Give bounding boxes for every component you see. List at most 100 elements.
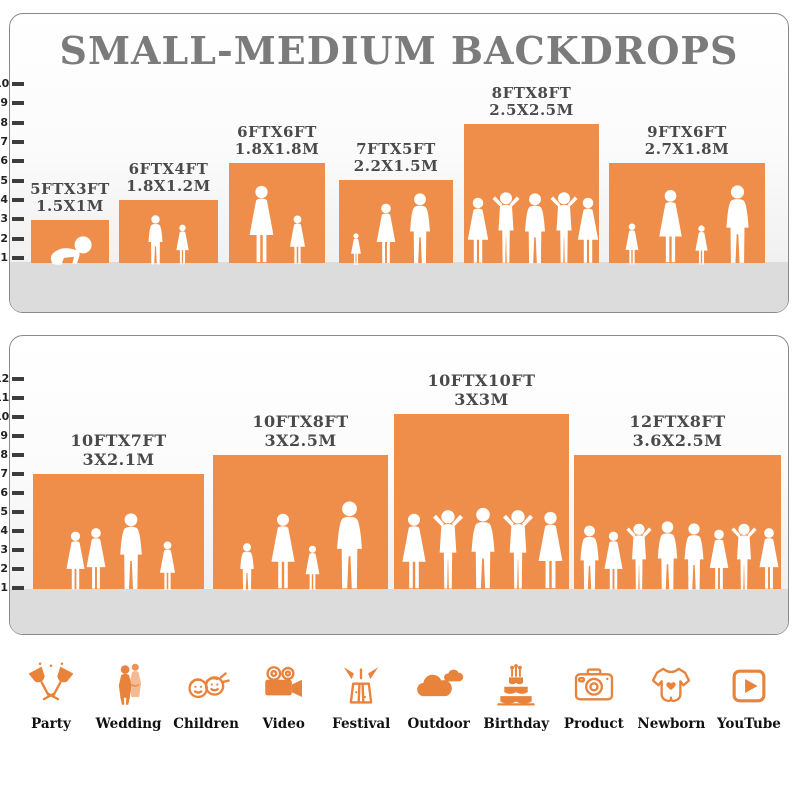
tick-label: 6	[0, 154, 8, 167]
size-label-m: 3.6X2.5M	[632, 431, 723, 451]
people-silhouettes	[467, 192, 599, 264]
tick-mark	[12, 548, 24, 552]
wedding-icon	[118, 663, 141, 705]
size-label-m: 2.2X1.5M	[353, 157, 439, 176]
category-product: Product	[557, 660, 631, 732]
festival-icon	[344, 667, 379, 704]
people-silhouettes	[240, 501, 362, 591]
people-silhouettes	[625, 185, 749, 265]
tick-mark	[12, 453, 24, 457]
size-label-m: 2.7X1.8M	[644, 140, 730, 159]
tick-label: 8	[0, 116, 8, 129]
bar-7ftx5ft: 7FTX5FT 2.2X1.5M	[339, 140, 453, 265]
people-silhouettes	[402, 507, 563, 589]
tick-label: 8	[0, 448, 8, 461]
tick-label: 12	[0, 372, 10, 385]
bar-10ftx8ft: 10FTX8FT 3X2.5M	[213, 412, 388, 591]
size-label-m: 1.5X1M	[36, 197, 104, 216]
people-silhouettes	[351, 193, 430, 265]
large-panel: 12 11 10 9 8 7 6 5 4 3 2 1 10FTX7FT3X2.1…	[0, 335, 789, 635]
size-label-ft: 8FTX8FT	[491, 83, 572, 102]
tick-label: 2	[0, 232, 8, 245]
tick-label: 1	[0, 251, 8, 264]
tick-mark	[12, 82, 24, 86]
size-label-ft: 12FTX8FT	[629, 412, 726, 432]
tick-label: 7	[0, 135, 8, 148]
tick-mark	[12, 491, 24, 495]
category-label: Outdoor	[407, 716, 470, 732]
tick-label: 10	[0, 77, 10, 90]
tick-label: 9	[0, 96, 8, 109]
tick-label: 4	[0, 193, 8, 206]
size-label-ft: 7FTX5FT	[356, 139, 436, 158]
category-label: Children	[173, 716, 239, 732]
tick-label: 4	[0, 524, 8, 537]
bar-10ftx10ft: 10FTX10FT 3X3M	[394, 371, 569, 589]
floor-strip	[10, 262, 788, 312]
category-label: Party	[31, 716, 71, 732]
category-newborn: Newborn	[634, 660, 708, 732]
children-icon	[188, 672, 230, 699]
bar-5ftx3ft: 5FTX3FT 1.5X1M	[30, 180, 109, 265]
tick-label: 7	[0, 467, 8, 480]
size-label: 6FTX6FT 1.8X1.8M	[234, 123, 320, 159]
size-label-m: 1.8X1.2M	[126, 177, 211, 196]
category-party: Party	[14, 660, 88, 732]
bar-9ftx6ft: 9FTX6FT 2.7X1.8M	[609, 123, 765, 265]
tick-mark	[12, 415, 24, 419]
tick-mark	[12, 510, 24, 514]
category-wedding: Wedding	[92, 660, 166, 732]
tick-mark	[12, 217, 24, 221]
size-label-m: 3X2.5M	[264, 431, 337, 451]
size-label-m: 1.8X1.8M	[234, 140, 320, 159]
size-label: 5FTX3FT 1.5X1M	[30, 180, 110, 216]
tick-label: 3	[0, 212, 8, 225]
tick-label: 1	[0, 581, 8, 594]
size-label-ft: 6FTX4FT	[128, 159, 209, 178]
tick-mark	[12, 198, 24, 202]
category-label: Birthday	[483, 716, 550, 732]
tick-label: 6	[0, 486, 8, 499]
category-youtube: YouTube	[712, 660, 786, 732]
bar-6ftx6ft: 6FTX6FT 1.8X1.8M	[229, 123, 325, 264]
tick-mark	[12, 396, 24, 400]
small-medium-panel: SMALL-MEDIUM BACKDROPS 10 9 8 7 6 5 4 3 …	[0, 13, 789, 313]
tick-mark	[12, 586, 24, 590]
category-children: Children	[169, 660, 243, 732]
category-label: Product	[563, 716, 624, 732]
size-label-m: 3X2.1M	[82, 450, 155, 470]
tick-mark	[12, 101, 24, 105]
tick-mark	[12, 377, 24, 381]
category-label: Wedding	[95, 716, 162, 732]
size-label: 10FTX7FT 3X2.1M	[70, 431, 166, 470]
birthday-icon	[497, 664, 536, 706]
page-title: SMALL-MEDIUM BACKDROPS	[59, 28, 739, 73]
size-label-ft: 10FTX10FT	[427, 371, 536, 391]
tick-label: 3	[0, 543, 8, 556]
tick-label: 11	[0, 391, 10, 404]
size-label: 6FTX4FT 1.8X1.2M	[126, 159, 211, 196]
size-label: 10FTX10FT 3X3M	[427, 371, 536, 410]
size-label-m: 3X3M	[454, 390, 509, 410]
people-silhouettes	[580, 521, 779, 590]
tick-label: 5	[0, 505, 8, 518]
category-video: Video	[247, 660, 321, 732]
people-silhouettes	[249, 185, 306, 264]
newborn-icon	[652, 667, 691, 703]
tick-mark	[12, 472, 24, 476]
tick-mark	[12, 179, 24, 183]
party-icon	[28, 662, 74, 701]
size-label: 9FTX6FT 2.7X1.8M	[644, 122, 730, 159]
size-label-m: 2.5X2.5M	[489, 101, 574, 120]
category-label: Video	[262, 716, 305, 732]
bar-6ftx4ft: 6FTX4FT 1.8X1.2M	[119, 160, 218, 265]
category-birthday: Birthday	[479, 660, 553, 732]
bar-12ftx8ft: 12FTX8FT 3.6X2.5M	[574, 412, 781, 590]
size-label: 7FTX5FT 2.2X1.5M	[353, 139, 439, 176]
size-label-ft: 9FTX6FT	[647, 122, 727, 141]
tick-mark	[12, 237, 24, 241]
bar-8ftx8ft: 8FTX8FT 2.5X2.5M	[464, 84, 599, 264]
bar-10ftx7ft: 10FTX7FT 3X2.1M	[33, 431, 204, 590]
video-icon	[264, 666, 302, 697]
